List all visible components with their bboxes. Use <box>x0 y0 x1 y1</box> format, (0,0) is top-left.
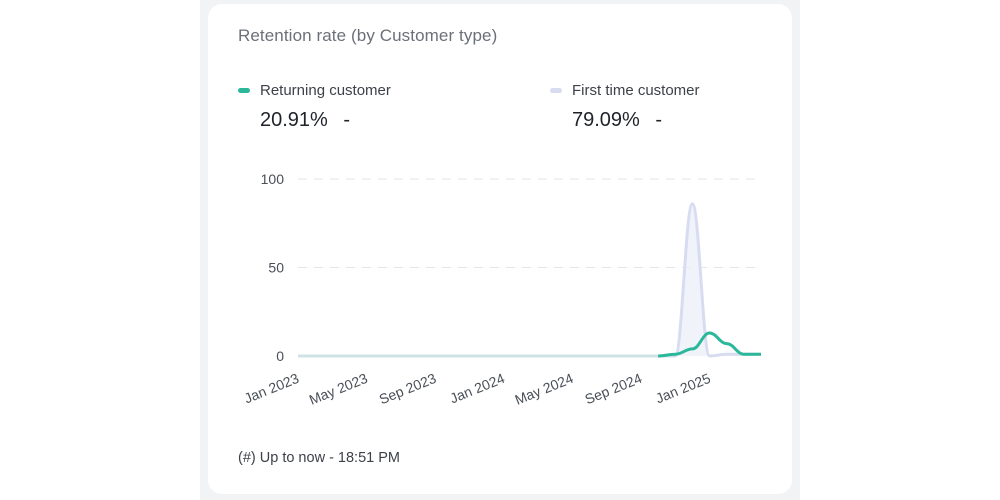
x-tick-label: Sep 2024 <box>583 370 645 407</box>
legend-value-returning: 20.91% <box>260 109 328 131</box>
card-title: Retention rate (by Customer type) <box>238 26 498 45</box>
x-tick-label: Jan 2024 <box>447 370 507 406</box>
y-tick-label: 100 <box>261 171 285 187</box>
legend-label-returning: Returning customer <box>260 82 391 99</box>
retention-card: Retention rate (by Customer type) Return… <box>208 4 792 494</box>
x-tick-label: Sep 2023 <box>377 370 439 407</box>
x-tick-label: May 2024 <box>512 370 575 408</box>
legend-swatch-first-time <box>550 88 562 93</box>
legend-delta-first-time: - <box>655 109 663 131</box>
legend-delta-returning: - <box>343 109 351 131</box>
y-tick-label: 0 <box>276 348 284 364</box>
x-tick-label: Jan 2023 <box>242 370 302 406</box>
series-first-time-area <box>298 203 761 356</box>
legend-label-first-time: First time customer <box>572 82 700 99</box>
legend-first-time-customer[interactable]: First time customer 79.09% - <box>550 82 700 132</box>
x-tick-label: May 2023 <box>307 370 370 408</box>
y-tick-label: 50 <box>268 260 284 276</box>
footnote: (#) Up to now - 18:51 PM <box>238 450 400 466</box>
legend-value-first-time: 79.09% <box>572 109 640 131</box>
retention-chart: 100 50 0 Jan 2023 May 2023 Sep 2023 Jan 2024 Ma… <box>242 171 761 408</box>
legend-swatch-returning <box>238 88 250 93</box>
legend-returning-customer[interactable]: Returning customer 20.91% - <box>238 82 391 132</box>
x-tick-label: Jan 2025 <box>653 370 713 406</box>
